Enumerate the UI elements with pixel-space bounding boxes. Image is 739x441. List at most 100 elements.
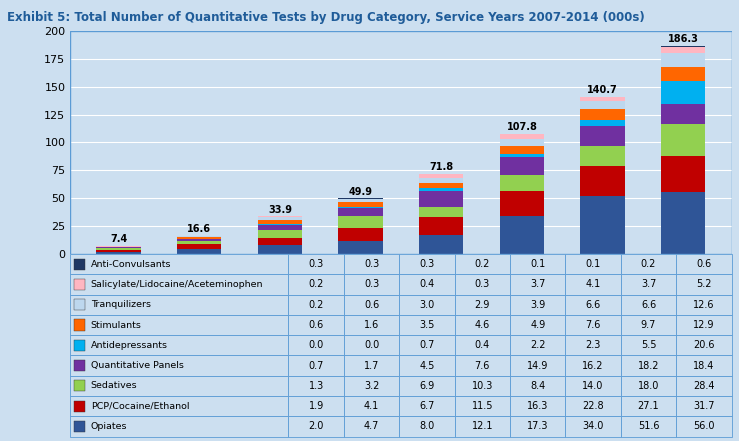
Text: 0.1: 0.1 [585, 259, 601, 269]
Bar [73, 279, 86, 290]
Text: Opiates: Opiates [91, 422, 127, 431]
Text: 0.2: 0.2 [308, 280, 324, 289]
Bar [399, 335, 454, 355]
Bar [500, 175, 544, 191]
Text: Stimulants: Stimulants [91, 321, 142, 329]
Bar [661, 67, 706, 81]
Bar [177, 239, 222, 241]
Bar [73, 299, 86, 310]
Text: 34.0: 34.0 [582, 422, 604, 431]
Bar [676, 254, 732, 274]
Bar [419, 207, 463, 217]
Text: 0.3: 0.3 [309, 259, 324, 269]
Bar [565, 416, 621, 437]
Bar [500, 157, 544, 175]
Text: 3.7: 3.7 [530, 280, 545, 289]
Bar [500, 146, 544, 154]
Bar [344, 416, 399, 437]
Bar [565, 376, 621, 396]
Bar [258, 224, 302, 225]
Bar [621, 355, 676, 376]
Bar [419, 188, 463, 191]
Text: 0.7: 0.7 [308, 361, 324, 370]
Text: 0.6: 0.6 [309, 320, 324, 330]
Bar [621, 315, 676, 335]
Text: 16.2: 16.2 [582, 361, 604, 370]
Bar [288, 416, 344, 437]
Text: 0.3: 0.3 [364, 280, 379, 289]
Bar [676, 416, 732, 437]
Text: 0.1: 0.1 [530, 259, 545, 269]
Bar [454, 396, 510, 416]
Text: 6.9: 6.9 [419, 381, 435, 391]
Bar [621, 416, 676, 437]
Text: 0.0: 0.0 [364, 340, 379, 350]
Bar [288, 376, 344, 396]
Text: 49.9: 49.9 [349, 187, 372, 197]
Text: 7.4: 7.4 [110, 234, 127, 244]
Text: 1.9: 1.9 [309, 401, 324, 411]
Bar [661, 81, 706, 104]
Bar [510, 315, 565, 335]
Bar [96, 250, 141, 252]
Text: 16.3: 16.3 [527, 401, 548, 411]
Bar [258, 245, 302, 254]
Text: Sedatives: Sedatives [91, 381, 137, 390]
Bar [338, 228, 383, 240]
Bar [70, 335, 288, 355]
Text: Salicylate/Lidocaine/Aceteminophen: Salicylate/Lidocaine/Aceteminophen [91, 280, 263, 289]
Text: 18.2: 18.2 [638, 361, 659, 370]
Bar [177, 237, 222, 239]
Bar [344, 295, 399, 315]
Bar [419, 178, 463, 183]
Text: 31.7: 31.7 [693, 401, 715, 411]
Bar [399, 396, 454, 416]
Bar [288, 355, 344, 376]
Bar [676, 376, 732, 396]
Bar [661, 46, 706, 47]
Text: 56.0: 56.0 [693, 422, 715, 431]
Bar [399, 355, 454, 376]
Bar [661, 104, 706, 124]
Bar [510, 396, 565, 416]
Bar [419, 191, 463, 207]
Bar [621, 335, 676, 355]
Text: 2.0: 2.0 [308, 422, 324, 431]
Text: 4.9: 4.9 [530, 320, 545, 330]
Bar [676, 274, 732, 295]
Bar [661, 156, 706, 191]
Text: 107.8: 107.8 [506, 122, 537, 132]
Bar [344, 396, 399, 416]
Text: 16.6: 16.6 [187, 224, 211, 234]
Text: 0.4: 0.4 [474, 340, 490, 350]
Text: 7.6: 7.6 [585, 320, 601, 330]
Bar [258, 220, 302, 224]
Bar [500, 134, 544, 138]
Bar [70, 254, 288, 274]
Text: 4.7: 4.7 [364, 422, 379, 431]
Text: 20.6: 20.6 [693, 340, 715, 350]
Text: 6.6: 6.6 [641, 300, 656, 310]
Text: 14.0: 14.0 [582, 381, 604, 391]
Bar [258, 230, 302, 238]
Text: 0.3: 0.3 [419, 259, 435, 269]
Bar [73, 340, 86, 351]
Bar [661, 124, 706, 156]
Text: Exhibit 5: Total Number of Quantitative Tests by Drug Category, Service Years 20: Exhibit 5: Total Number of Quantitative … [7, 11, 645, 24]
Text: 2.2: 2.2 [530, 340, 545, 350]
Text: 0.2: 0.2 [474, 259, 490, 269]
Bar [676, 315, 732, 335]
Bar [454, 335, 510, 355]
Bar [344, 355, 399, 376]
Text: Quantitative Panels: Quantitative Panels [91, 361, 183, 370]
Text: 1.3: 1.3 [309, 381, 324, 391]
Text: 3.9: 3.9 [530, 300, 545, 310]
Bar [510, 416, 565, 437]
Bar [73, 360, 86, 371]
Bar [258, 217, 302, 220]
Bar [399, 254, 454, 274]
Bar [661, 47, 706, 52]
Text: 2.9: 2.9 [474, 300, 490, 310]
Bar [565, 274, 621, 295]
Bar [565, 396, 621, 416]
